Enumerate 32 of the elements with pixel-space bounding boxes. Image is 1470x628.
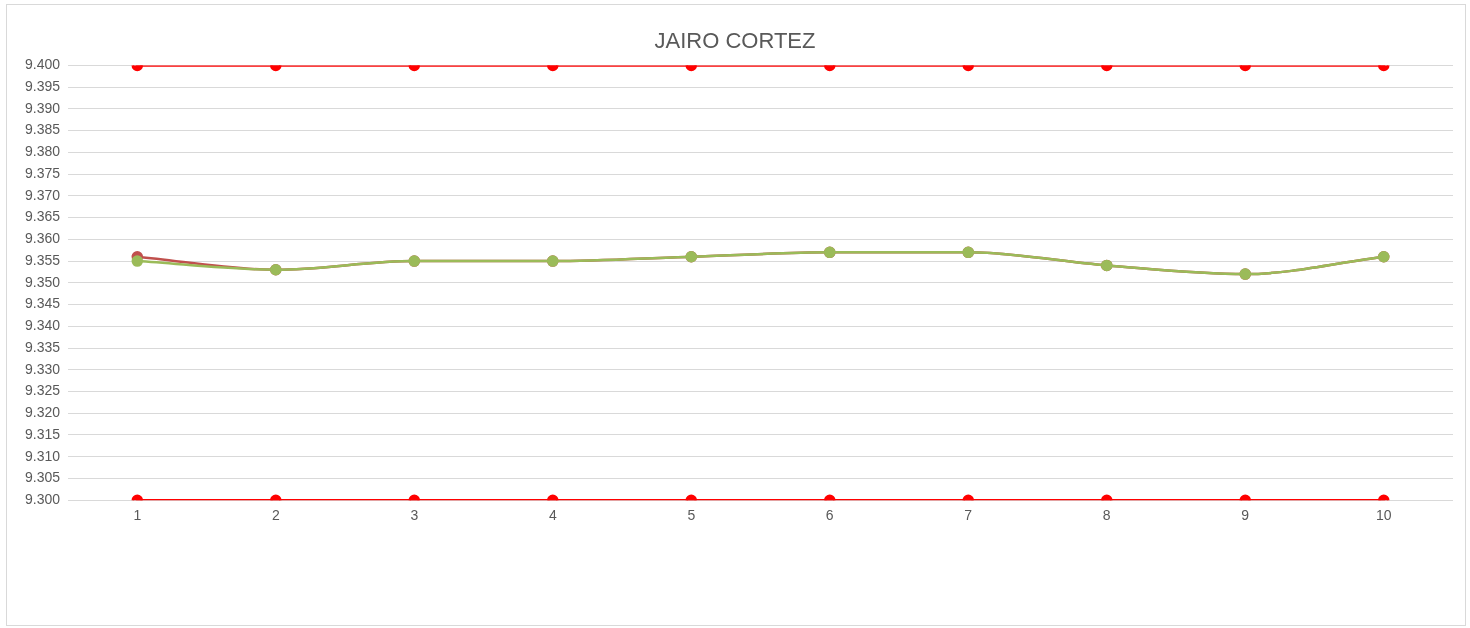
x-tick-label: 6	[825, 507, 834, 524]
y-tick-label: 9.355	[24, 251, 61, 268]
y-tick-label: 9.305	[24, 469, 61, 486]
y-tick-label: 9.340	[24, 317, 61, 334]
y-tick-label: 9.395	[24, 78, 61, 94]
y-tick-label: 9.385	[24, 121, 61, 138]
y-tick-label: 9.380	[24, 143, 61, 160]
y-tick-label: 9.350	[24, 273, 61, 290]
x-tick-label: 7	[964, 507, 973, 524]
y-tick-label: 9.300	[24, 491, 61, 508]
chart-title: JAIRO CORTEZ	[654, 28, 816, 54]
x-tick-label: 2	[271, 507, 280, 524]
x-tick-label: 9	[1241, 507, 1250, 524]
x-tick-label: 10	[1375, 507, 1392, 524]
y-tick-label: 9.335	[24, 338, 61, 355]
x-tick-label: 5	[687, 507, 696, 524]
y-tick-label: 9.310	[24, 447, 61, 464]
y-tick-label: 9.360	[24, 230, 61, 247]
y-tick-label: 9.400	[24, 56, 61, 73]
y-tick-label: 9.330	[24, 360, 61, 377]
y-tick-label: 9.320	[24, 404, 61, 421]
x-tick-label: 1	[133, 507, 142, 524]
x-tick-label: 8	[1102, 507, 1111, 524]
x-tick-label: 4	[548, 507, 557, 524]
y-tick-label: 9.390	[24, 99, 61, 116]
y-tick-label: 9.325	[24, 382, 61, 399]
y-tick-label: 9.375	[24, 164, 61, 181]
y-tick-label: 9.370	[24, 186, 61, 203]
y-tick-label: 9.315	[24, 425, 61, 442]
x-tick-label: 3	[410, 507, 419, 524]
y-tick-label: 9.365	[24, 208, 61, 225]
y-tick-label: 9.345	[24, 295, 61, 312]
